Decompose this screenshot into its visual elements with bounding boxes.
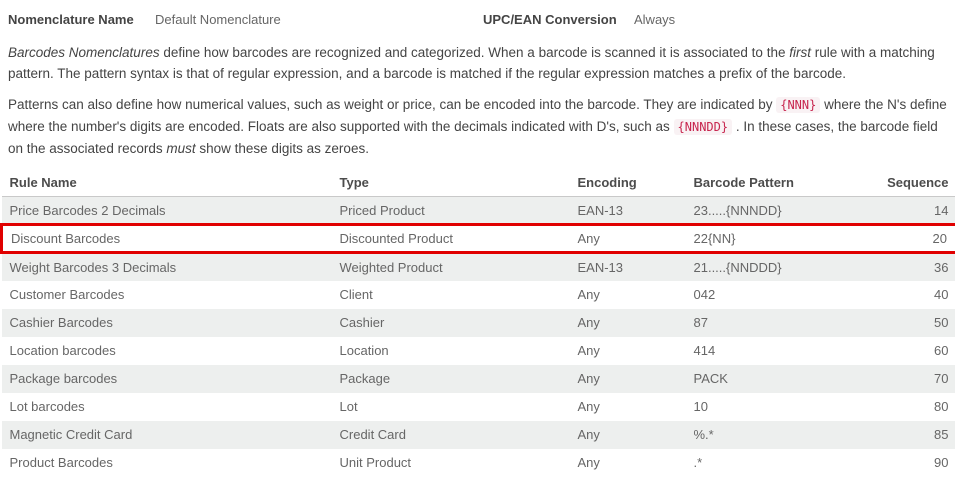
italic-first: first — [789, 45, 811, 60]
cell-rule-name: Location barcodes — [2, 337, 332, 365]
table-row[interactable]: Location barcodes Location Any 414 60 — [2, 337, 955, 365]
intro-paragraph-2: Patterns can also define how numerical v… — [8, 94, 947, 159]
cell-type: Cashier — [332, 309, 570, 337]
cell-pattern: 21.....{NNDDD} — [686, 253, 862, 281]
cell-rule-name: Magnetic Credit Card — [2, 421, 332, 449]
cell-sequence: 85 — [862, 421, 955, 449]
cell-pattern: 10 — [686, 393, 862, 421]
cell-sequence: 50 — [862, 309, 955, 337]
column-header-rule-name[interactable]: Rule Name — [2, 169, 332, 197]
cell-type: Client — [332, 281, 570, 309]
table-row[interactable]: Weight Barcodes 3 Decimals Weighted Prod… — [2, 253, 955, 281]
cell-pattern: PACK — [686, 365, 862, 393]
table-header: Rule Name Type Encoding Barcode Pattern … — [2, 169, 955, 197]
nomenclature-fields-row: Nomenclature Name Default Nomenclature U… — [8, 12, 947, 28]
cell-encoding: Any — [570, 281, 686, 309]
cell-sequence: 90 — [862, 449, 955, 477]
cell-pattern: 22{NN} — [686, 225, 862, 253]
cell-encoding: Any — [570, 225, 686, 253]
cell-rule-name: Customer Barcodes — [2, 281, 332, 309]
cell-type: Discounted Product — [332, 225, 570, 253]
intro-text: Barcodes Nomenclatures define how barcod… — [8, 42, 947, 159]
table-row[interactable]: Magnetic Credit Card Credit Card Any %.*… — [2, 421, 955, 449]
cell-sequence: 70 — [862, 365, 955, 393]
cell-type: Package — [332, 365, 570, 393]
cell-sequence: 80 — [862, 393, 955, 421]
cell-rule-name: Cashier Barcodes — [2, 309, 332, 337]
cell-pattern: 414 — [686, 337, 862, 365]
cell-pattern: %.* — [686, 421, 862, 449]
upc-ean-conversion-label: UPC/EAN Conversion — [483, 12, 617, 27]
table-row[interactable]: Package barcodes Package Any PACK 70 — [2, 365, 955, 393]
cell-rule-name: Package barcodes — [2, 365, 332, 393]
table-row[interactable]: Lot barcodes Lot Any 10 80 — [2, 393, 955, 421]
cell-type: Unit Product — [332, 449, 570, 477]
cell-encoding: Any — [570, 449, 686, 477]
cell-encoding: Any — [570, 365, 686, 393]
cell-encoding: Any — [570, 393, 686, 421]
cell-sequence: 40 — [862, 281, 955, 309]
cell-type: Weighted Product — [332, 253, 570, 281]
cell-rule-name: Product Barcodes — [2, 449, 332, 477]
cell-type: Location — [332, 337, 570, 365]
intro-paragraph-1: Barcodes Nomenclatures define how barcod… — [8, 42, 947, 84]
column-header-sequence[interactable]: Sequence — [862, 169, 955, 197]
cell-pattern: .* — [686, 449, 862, 477]
cell-rule-name: Weight Barcodes 3 Decimals — [2, 253, 332, 281]
italic-barcodes-nomenclatures: Barcodes Nomenclatures — [8, 45, 160, 60]
upc-ean-conversion-value[interactable]: Always — [634, 12, 675, 27]
column-header-barcode-pattern[interactable]: Barcode Pattern — [686, 169, 862, 197]
cell-encoding: Any — [570, 421, 686, 449]
cell-sequence: 14 — [862, 197, 955, 225]
cell-encoding: EAN-13 — [570, 197, 686, 225]
table-row[interactable]: Price Barcodes 2 Decimals Priced Product… — [2, 197, 955, 225]
cell-rule-name: Discount Barcodes — [2, 225, 332, 253]
cell-pattern: 042 — [686, 281, 862, 309]
cell-sequence: 60 — [862, 337, 955, 365]
cell-encoding: Any — [570, 337, 686, 365]
cell-sequence: 20 — [862, 225, 955, 253]
cell-rule-name: Price Barcodes 2 Decimals — [2, 197, 332, 225]
nomenclature-name-label: Nomenclature Name — [8, 12, 134, 27]
highlighted-row[interactable]: Discount Barcodes Discounted Product Any… — [2, 225, 955, 253]
table-body: Price Barcodes 2 Decimals Priced Product… — [2, 197, 955, 477]
cell-pattern: 23.....{NNNDD} — [686, 197, 862, 225]
cell-type: Lot — [332, 393, 570, 421]
column-header-type[interactable]: Type — [332, 169, 570, 197]
cell-pattern: 87 — [686, 309, 862, 337]
cell-sequence: 36 — [862, 253, 955, 281]
code-token-nnndd: {NNNDD} — [674, 119, 733, 135]
cell-type: Priced Product — [332, 197, 570, 225]
cell-type: Credit Card — [332, 421, 570, 449]
italic-must: must — [166, 141, 195, 156]
nomenclature-name-value[interactable]: Default Nomenclature — [155, 12, 281, 27]
table-row[interactable]: Customer Barcodes Client Any 042 40 — [2, 281, 955, 309]
table-row[interactable]: Cashier Barcodes Cashier Any 87 50 — [2, 309, 955, 337]
table-row[interactable]: Product Barcodes Unit Product Any .* 90 — [2, 449, 955, 477]
cell-encoding: Any — [570, 309, 686, 337]
barcode-rules-table: Rule Name Type Encoding Barcode Pattern … — [0, 169, 955, 477]
column-header-encoding[interactable]: Encoding — [570, 169, 686, 197]
cell-encoding: EAN-13 — [570, 253, 686, 281]
cell-rule-name: Lot barcodes — [2, 393, 332, 421]
code-token-nnn: {NNN} — [776, 97, 820, 113]
